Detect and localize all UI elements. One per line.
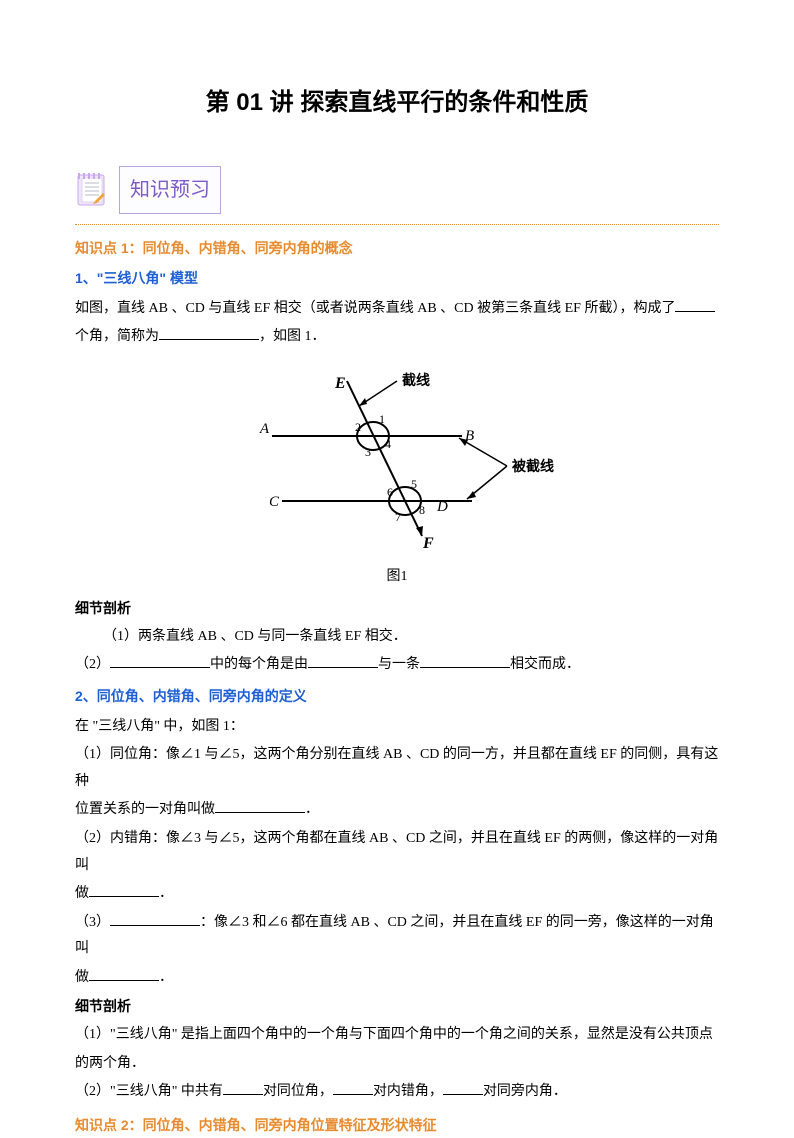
lbl-E: E	[334, 375, 346, 392]
p1a: 如图，直线 AB 、CD 与直线 EF 相交（或者说两条直线 AB 、CD 被第…	[75, 301, 675, 316]
p1c: ，如图 1．	[259, 329, 326, 344]
def2a: （2）内错角：像∠3 与∠5，这两个角都在直线 AB 、CD 之间，并且在直线 …	[75, 826, 719, 879]
detail-head-1: 细节剖析	[75, 595, 719, 622]
figure-1: E F A B C D 1 2 3 4 5 6 7 8 截线 被截线 图1	[75, 366, 719, 590]
def3d: ．	[159, 970, 173, 985]
d4: （2）"三线八角" 中共有 对同位角， 对内错角， 对同旁内角．	[75, 1079, 719, 1106]
d4d: 对同旁内角．	[483, 1084, 567, 1099]
fig-caption: 图1	[75, 564, 719, 591]
blank	[333, 1081, 373, 1095]
blank	[223, 1081, 263, 1095]
notebook-icon	[75, 173, 109, 207]
blank	[110, 912, 200, 926]
blank	[443, 1081, 483, 1095]
n4: 4	[385, 437, 391, 451]
n1: 1	[379, 412, 385, 426]
d3b: 的两个角．	[75, 1051, 719, 1078]
d3: （1）"三线八角" 是指上面四个角中的一个角与下面四个角中的一个角之间的关系，显…	[75, 1022, 719, 1049]
blank	[89, 883, 159, 897]
kp1-title: 知识点 1：同位角、内错角、同旁内角的概念	[75, 235, 719, 262]
n7: 7	[395, 510, 401, 524]
d2: （2） 中的每个角是由 与一条 相交而成．	[75, 652, 719, 679]
d2c: 与一条	[378, 657, 420, 672]
def3-line1: （3）：像∠3 和∠6 都在直线 AB 、CD 之间，并且在直线 EF 的同一旁…	[75, 910, 719, 963]
p1b: 个角，简称为	[75, 329, 159, 344]
lbl-D: D	[436, 499, 448, 515]
def2b: 做	[75, 886, 89, 901]
n6: 6	[387, 485, 393, 499]
def3c: 做	[75, 970, 89, 985]
detail-head-2: 细节剖析	[75, 993, 719, 1020]
def3-line2: 做．	[75, 965, 719, 992]
n2: 2	[355, 420, 361, 434]
blank	[89, 967, 159, 981]
d4a: （2）"三线八角" 中共有	[75, 1084, 223, 1099]
d1: （1）两条直线 AB 、CD 与同一条直线 EF 相交．	[75, 624, 719, 651]
divider	[75, 224, 719, 225]
def2-line2: 做．	[75, 881, 719, 908]
sub1: 1、"三线八角" 模型	[75, 265, 719, 292]
blank	[159, 326, 259, 340]
def1-line2: 位置关系的一对角叫做 ．	[75, 797, 719, 824]
p2: 在 "三线八角" 中，如图 1：	[75, 714, 719, 741]
def1a: （1）同位角：像∠1 与∠5，这两个角分别在直线 AB 、CD 的同一方，并且都…	[75, 742, 719, 795]
d2d: 相交而成．	[510, 657, 580, 672]
label-cut: 截线	[402, 372, 430, 389]
lbl-F: F	[422, 535, 434, 551]
lbl-C: C	[269, 494, 280, 510]
label-bei: 被截线	[512, 458, 554, 475]
n3: 3	[365, 445, 371, 459]
d4b: 对同位角，	[263, 1084, 333, 1099]
sub2: 2、同位角、内错角、同旁内角的定义	[75, 683, 719, 710]
blank	[215, 799, 305, 813]
blank	[110, 654, 210, 668]
p1-line2: 个角，简称为 ，如图 1．	[75, 324, 719, 351]
lbl-A: A	[259, 421, 270, 437]
blank	[308, 654, 378, 668]
section-header: 知识预习	[75, 166, 719, 214]
def2c: ．	[159, 886, 173, 901]
d4c: 对内错角，	[373, 1084, 443, 1099]
def1b: 位置关系的一对角叫做	[75, 802, 215, 817]
def3a: （3）	[75, 915, 110, 930]
blank	[675, 298, 715, 312]
n5: 5	[411, 477, 417, 491]
p1: 如图，直线 AB 、CD 与直线 EF 相交（或者说两条直线 AB 、CD 被第…	[75, 296, 719, 323]
kp2-title: 知识点 2：同位角、内错角、同旁内角位置特征及形状特征	[75, 1112, 719, 1138]
def1c: ．	[305, 802, 319, 817]
d2a: （2）	[75, 657, 110, 672]
d2b: 中的每个角是由	[210, 657, 308, 672]
page-title: 第 01 讲 探索直线平行的条件和性质	[75, 80, 719, 126]
n8: 8	[419, 503, 425, 517]
preview-label: 知识预习	[119, 166, 221, 214]
blank	[420, 654, 510, 668]
